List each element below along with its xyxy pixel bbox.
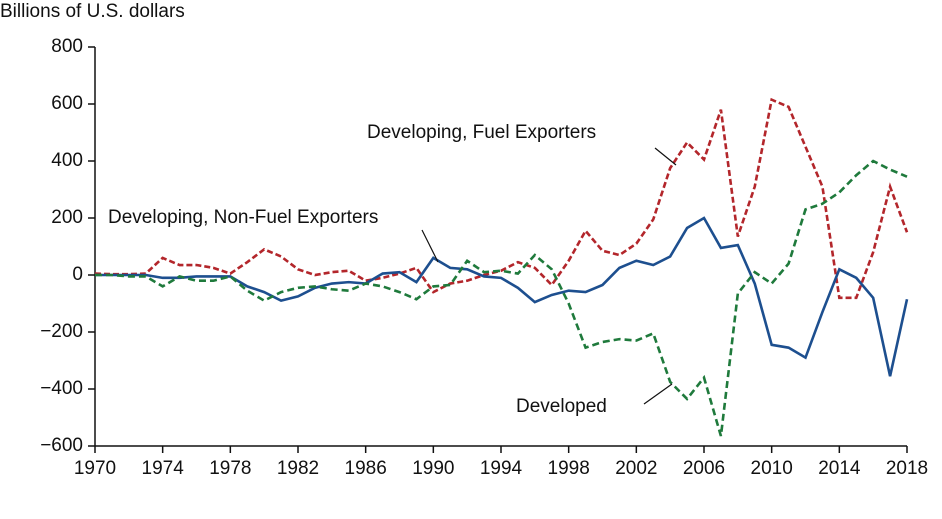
y-tick-label: −600: [40, 435, 83, 456]
x-tick-label: 1990: [412, 458, 454, 479]
leader-line: [654, 147, 677, 166]
x-tick-label: 1982: [277, 458, 319, 479]
x-tick-label: 1994: [480, 458, 523, 479]
x-tick-label: 2010: [751, 458, 793, 479]
x-tick-label: 2014: [818, 458, 861, 479]
x-tick-label: 1974: [142, 458, 185, 479]
y-tick-label: 600: [51, 93, 83, 114]
series-label: Developed: [516, 396, 607, 417]
y-axis-label: Billions of U.S. dollars: [0, 1, 185, 22]
x-tick-label: 1986: [345, 458, 387, 479]
y-tick-label: 0: [72, 264, 83, 285]
y-tick-label: 400: [51, 150, 83, 171]
y-tick-label: −200: [40, 321, 83, 342]
x-tick-label: 2018: [886, 458, 928, 479]
y-tick-label: 200: [51, 207, 83, 228]
x-tick-label: 1978: [209, 458, 251, 479]
leader-line: [643, 383, 673, 405]
leader-line: [421, 229, 439, 263]
x-tick-label: 2002: [615, 458, 657, 479]
x-tick-label: 1998: [548, 458, 590, 479]
series-line: [95, 216, 909, 377]
series-label: Developing, Non-Fuel Exporters: [108, 207, 378, 228]
series-line: [95, 159, 908, 437]
x-tick-label: 2006: [683, 458, 725, 479]
series-label: Developing, Fuel Exporters: [367, 122, 596, 143]
x-tick-label: 1970: [74, 458, 116, 479]
y-tick-label: −400: [40, 378, 83, 399]
y-tick-label: 800: [51, 36, 83, 57]
series-line: [94, 97, 909, 300]
